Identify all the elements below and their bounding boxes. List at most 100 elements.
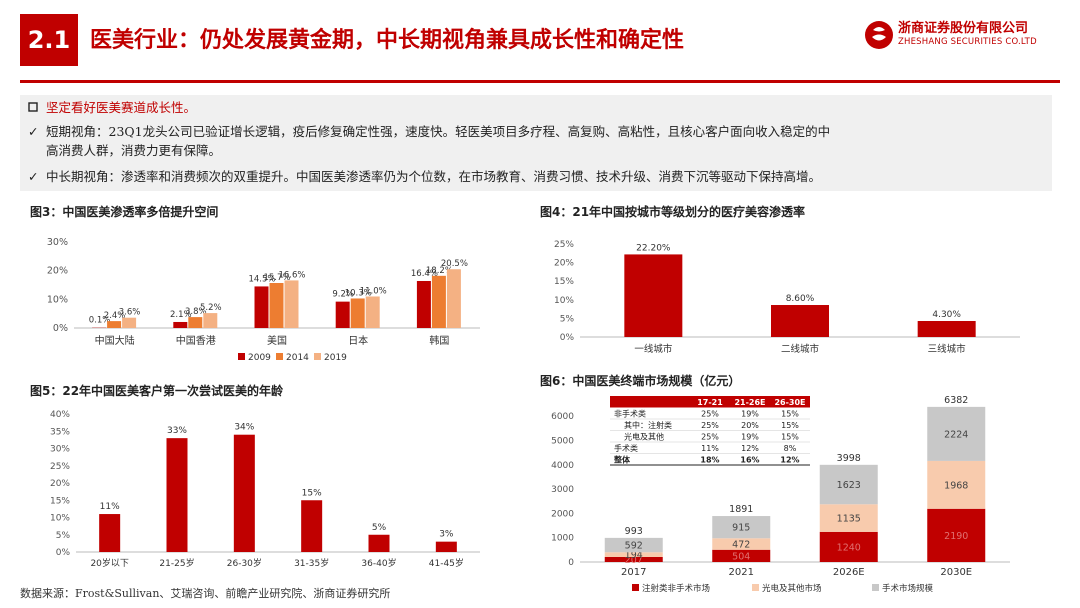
fig3-bar bbox=[416, 280, 431, 328]
fig6-bar-segment bbox=[604, 537, 663, 553]
fig4-category-label: 三线城市 bbox=[928, 343, 967, 355]
fig5-bar bbox=[435, 541, 457, 552]
fig6-table-cell: 15% bbox=[781, 410, 799, 419]
fig5-ytick-label: 5% bbox=[56, 531, 71, 541]
summary-point-2-text: 中长期视角：渗透率和消费频次的双重提升。中国医美渗透率仍为个位数，在市场教育、消… bbox=[46, 169, 822, 184]
logo-emblem-icon bbox=[865, 21, 893, 49]
square-bullet-icon bbox=[28, 99, 46, 117]
fig6-total-label: 1891 bbox=[729, 504, 753, 515]
fig3-data-label: 18.2% bbox=[426, 266, 453, 276]
fig3-data-label: 3.8% bbox=[185, 307, 207, 317]
fig6-ytick-label: 4000 bbox=[551, 461, 574, 471]
fig5-ytick-label: 10% bbox=[50, 514, 70, 524]
fig6-segment-label: 2224 bbox=[944, 429, 968, 440]
fig6-table-cell: 25% bbox=[701, 410, 719, 419]
fig4-ytick-label: 10% bbox=[554, 296, 574, 306]
fig6-bar-segment bbox=[604, 552, 663, 557]
fig6-total-label: 3998 bbox=[837, 453, 861, 464]
fig4-data-label: 8.60% bbox=[786, 294, 815, 304]
fig3-bar bbox=[335, 301, 350, 328]
summary-heading: 坚定看好医美赛道成长性。 bbox=[46, 100, 197, 115]
fig6-legend-swatch bbox=[632, 584, 639, 591]
fig6-table-cell: 12% bbox=[741, 444, 759, 453]
fig6-legend-swatch bbox=[752, 584, 759, 591]
fig6-ytick-label: 5000 bbox=[551, 436, 574, 446]
fig6-bar-segment bbox=[927, 406, 986, 461]
fig6-legend-label: 注射类非手术市场 bbox=[642, 583, 710, 594]
fig6-bar-segment bbox=[604, 556, 663, 562]
fig5-data-label: 33% bbox=[167, 426, 187, 436]
fig3-title: 图3：中国医美渗透率多倍提升空间 bbox=[30, 205, 219, 219]
fig3-data-label: 10.3% bbox=[345, 288, 372, 298]
fig6-total-label: 6382 bbox=[944, 395, 968, 406]
fig4-bar bbox=[771, 305, 829, 337]
fig5-data-label: 11% bbox=[100, 502, 120, 512]
summary-box: 坚定看好医美赛道成长性。 ✓ 短期视角：23Q1龙头公司已验证增长逻辑，疫后修复确… bbox=[20, 95, 1052, 191]
fig3-bar bbox=[122, 317, 137, 328]
company-logo: 浙商证券股份有限公司 ZHESHANG SECURITIES CO.LTD bbox=[864, 16, 1060, 56]
fig4-category-label: 二线城市 bbox=[781, 343, 820, 355]
fig6-category-label: 2021 bbox=[729, 567, 754, 578]
fig3-legend-swatch bbox=[314, 353, 321, 360]
summary-point-1: ✓ 短期视角：23Q1龙头公司已验证增长逻辑，疫后修复确定性强，速度快。轻医美项目… bbox=[28, 123, 830, 141]
fig6-table-cell: 20% bbox=[741, 421, 759, 430]
summary-point-1-cont: 高消费人群，消费力更有保障。 bbox=[46, 143, 222, 158]
summary-point-2: ✓ 中长期视角：渗透率和消费频次的双重提升。中国医美渗透率仍为个位数，在市场教育、… bbox=[28, 168, 821, 186]
fig6-table-cell: 非手术类 bbox=[614, 409, 646, 419]
fig6-bar-segment bbox=[819, 504, 878, 532]
fig6-segment-label: 592 bbox=[625, 541, 643, 552]
fig6-segment-label: 1240 bbox=[837, 542, 861, 553]
fig3-legend-swatch bbox=[276, 353, 283, 360]
fig6-bar-segment bbox=[927, 508, 986, 562]
fig6-table-header: 21-26E bbox=[734, 398, 765, 407]
fig4-ytick-label: 20% bbox=[554, 259, 574, 269]
fig5-bar bbox=[368, 534, 390, 552]
fig5-ytick-label: 30% bbox=[50, 445, 70, 455]
fig6-table-cell: 手术类 bbox=[614, 443, 638, 453]
fig3-legend-label: 2014 bbox=[286, 353, 309, 363]
fig6-table-cell: 25% bbox=[701, 433, 719, 442]
fig6-category-label: 2030E bbox=[940, 567, 972, 578]
fig3-data-label: 20.5% bbox=[441, 259, 468, 269]
fig6-table-cell: 其中：注射类 bbox=[624, 420, 672, 430]
fig3-category-label: 美国 bbox=[267, 334, 287, 347]
fig3-bar bbox=[188, 317, 203, 328]
fig3-data-label: 3.6% bbox=[119, 308, 141, 318]
fig3-bar bbox=[269, 282, 284, 328]
fig6-legend-label: 光电及其他市场 bbox=[762, 583, 822, 594]
fig4-title: 图4：21年中国按城市等级划分的医疗美容渗透率 bbox=[540, 205, 806, 219]
fig4-ytick-label: 5% bbox=[560, 314, 575, 324]
fig5-ytick-label: 15% bbox=[50, 496, 70, 506]
fig3-ytick-label: 20% bbox=[47, 266, 68, 277]
fig5-ytick-label: 20% bbox=[50, 479, 70, 489]
fig6-segment-label: 194 bbox=[625, 550, 643, 561]
fig3-data-label: 15.7% bbox=[263, 273, 290, 283]
fig6-bar-segment bbox=[819, 531, 878, 562]
fig6-ytick-label: 2000 bbox=[551, 509, 574, 519]
fig6-segment-label: 504 bbox=[732, 551, 750, 562]
fig3-data-label: 2.4% bbox=[104, 311, 126, 321]
fig3-bar bbox=[446, 269, 461, 328]
fig6-segment-label: 915 bbox=[732, 523, 750, 534]
fig3-ytick-label: 0% bbox=[53, 323, 68, 334]
fig3-category-label: 中国大陆 bbox=[95, 334, 135, 347]
fig3-ytick-label: 30% bbox=[47, 237, 68, 248]
fig6-ytick-label: 0 bbox=[568, 558, 574, 568]
fig6-ytick-label: 1000 bbox=[551, 534, 574, 544]
fig3-ytick-label: 10% bbox=[47, 294, 68, 305]
fig6-table-cell: 19% bbox=[741, 410, 759, 419]
fig6-ytick-label: 3000 bbox=[551, 485, 574, 495]
fig6-table-header: 17-21 bbox=[697, 398, 723, 407]
fig3-data-label: 0.1% bbox=[89, 316, 111, 326]
fig6-legend-swatch bbox=[872, 584, 879, 591]
fig3-data-label: 11.0% bbox=[360, 286, 387, 296]
fig6-table-cell: 光电及其他 bbox=[624, 432, 664, 442]
fig6-table-cell: 11% bbox=[701, 444, 719, 453]
fig3-bar bbox=[203, 313, 218, 328]
fig4-bar bbox=[917, 321, 976, 337]
logo-company-name-cn: 浙商证券股份有限公司 bbox=[898, 21, 1029, 36]
fig6-segment-label: 1623 bbox=[837, 480, 861, 491]
fig3-data-label: 2.1% bbox=[170, 310, 192, 320]
check-bullet-icon: ✓ bbox=[28, 124, 39, 139]
